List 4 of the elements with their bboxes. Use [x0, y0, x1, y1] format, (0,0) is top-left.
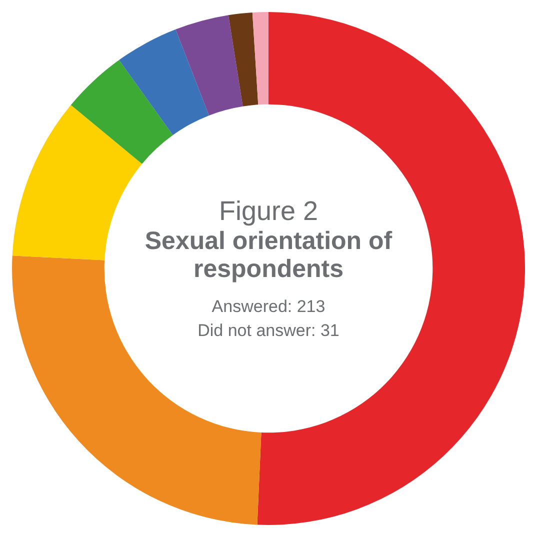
- text: Sexual orientation of respondents: [144, 226, 394, 282]
- text: Figure 2: [218, 194, 318, 226]
- text: Did not answer: 31: [198, 320, 340, 342]
- text: Answered: 213: [212, 296, 326, 318]
